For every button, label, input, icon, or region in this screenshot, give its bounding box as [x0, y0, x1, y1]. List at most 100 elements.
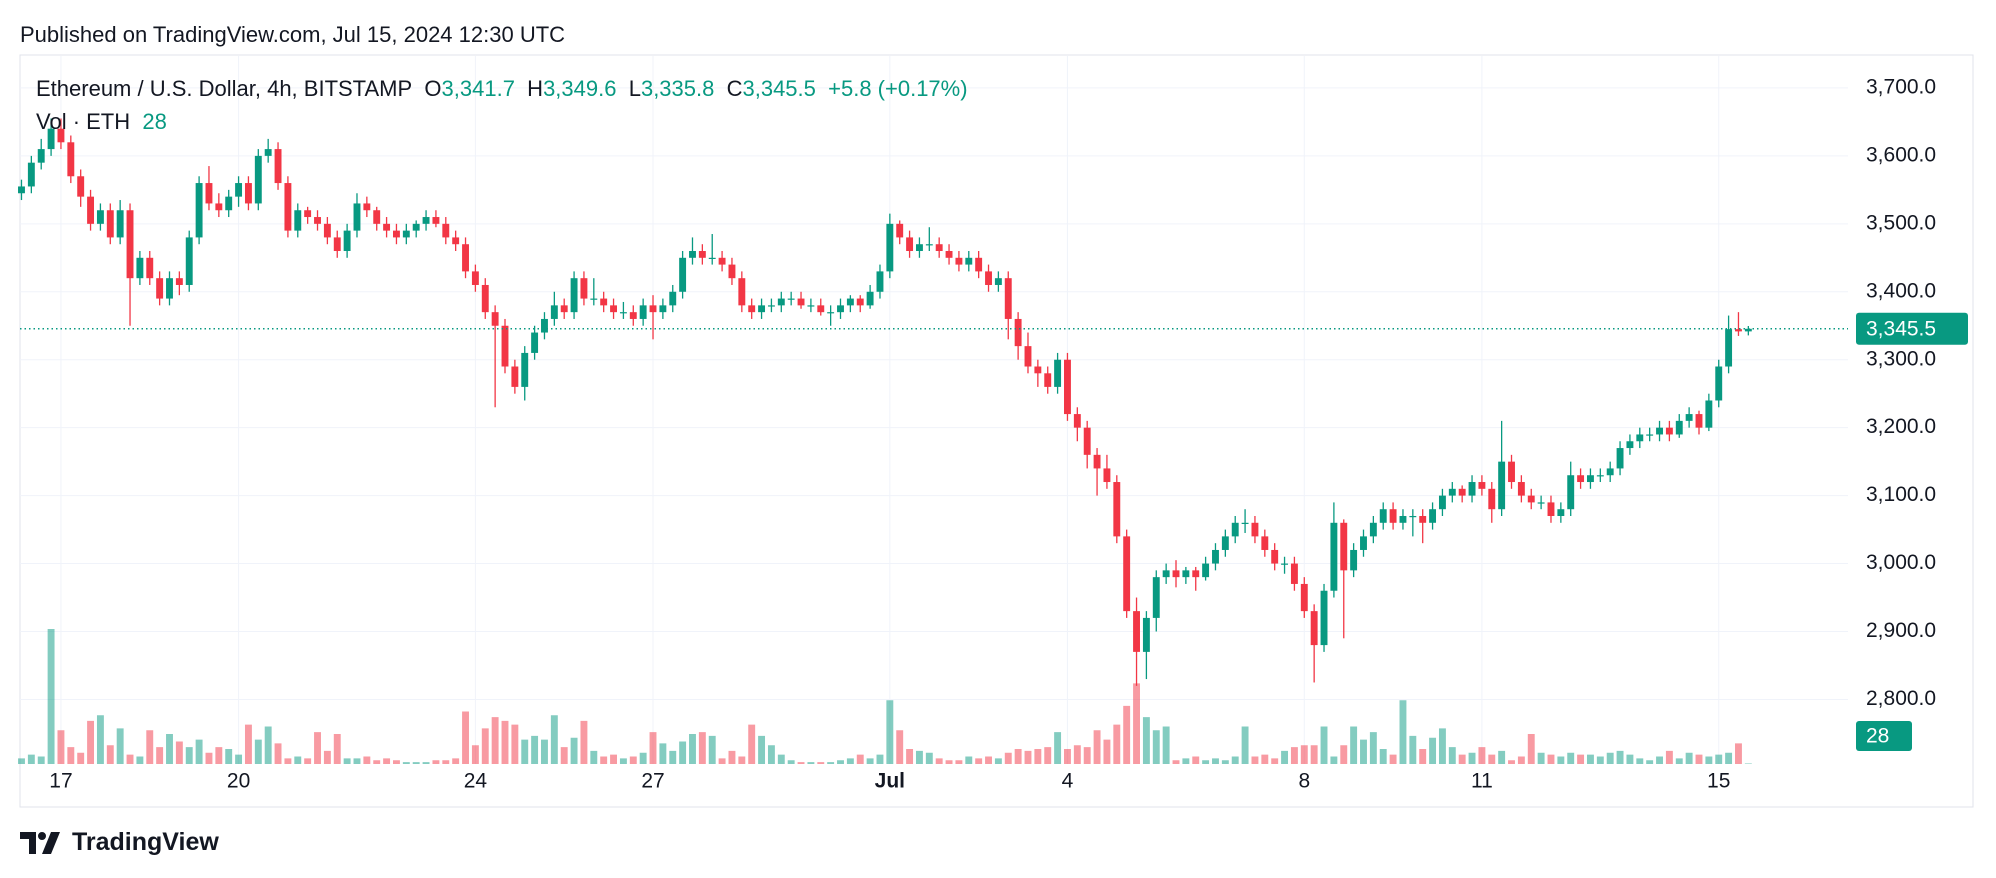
volume-bar — [521, 739, 529, 764]
candle-body — [797, 298, 805, 306]
candle-body — [777, 298, 785, 306]
candle-body — [442, 223, 450, 238]
candle-body — [669, 291, 677, 306]
candle-body — [1646, 434, 1654, 436]
y-tick-label: 2,900.0 — [1866, 619, 1936, 642]
volume-bar — [708, 735, 716, 764]
volume-bar — [244, 724, 252, 764]
candle-body — [580, 278, 588, 299]
volume-bar — [1715, 754, 1723, 764]
candle-body — [1133, 611, 1140, 652]
volume-bar — [1103, 739, 1111, 764]
candle-body — [935, 244, 943, 252]
candle-body — [1725, 329, 1733, 367]
volume-bar — [619, 758, 627, 764]
x-tick-label: Jul — [875, 770, 905, 793]
y-tick-label: 3,600.0 — [1866, 143, 1936, 166]
candle-body — [481, 284, 489, 313]
volume-bar — [1744, 763, 1752, 764]
volume-bar — [1438, 728, 1446, 764]
volume-bar — [1044, 747, 1052, 764]
candle-body — [1261, 536, 1269, 550]
x-tick-label: 11 — [1471, 770, 1493, 793]
candle-body — [1744, 328, 1752, 332]
candle-body — [511, 366, 519, 387]
volume-bar — [1024, 750, 1032, 764]
volume-bar — [284, 758, 292, 764]
legend-key: H — [527, 76, 544, 101]
candle-body — [1340, 522, 1348, 571]
candle-body — [748, 305, 756, 313]
volume-bar — [649, 732, 657, 764]
volume-bar — [856, 754, 864, 764]
candle-body — [837, 305, 844, 313]
candle-body — [1192, 570, 1200, 578]
volume-bar — [1468, 752, 1476, 764]
volume-bar — [994, 758, 1002, 764]
candle-body — [37, 149, 45, 163]
brand-logo[interactable]: TradingView — [20, 828, 219, 857]
candle-body — [698, 251, 706, 258]
candle-body — [876, 271, 884, 292]
volume-bar — [1123, 705, 1131, 764]
volume-bar — [758, 735, 766, 764]
candle-body — [185, 237, 193, 285]
candle-body — [1320, 590, 1328, 646]
candle-body — [649, 305, 657, 313]
volume-bar — [1567, 752, 1575, 764]
volume-bar — [333, 734, 341, 764]
volume-bar — [254, 739, 262, 764]
candle-body — [708, 257, 716, 260]
candle-body — [1202, 563, 1210, 578]
volume-bar — [106, 745, 114, 764]
last-volume-box — [1856, 721, 1912, 751]
volume-bar — [274, 743, 282, 764]
candle-body — [1271, 549, 1279, 564]
volume-bar — [215, 747, 223, 764]
candle-body — [333, 237, 341, 252]
candle-body — [294, 210, 302, 231]
volume-bar — [314, 732, 321, 764]
volume-bar — [965, 756, 973, 764]
candle-body — [925, 244, 933, 246]
candle-body — [1547, 502, 1555, 516]
chart-frame — [19, 54, 1974, 808]
volume-bar — [1488, 754, 1496, 764]
candle-body — [215, 203, 223, 211]
candle-body — [1517, 482, 1525, 496]
volume-bar — [1656, 756, 1663, 764]
y-tick-label: 3,300.0 — [1866, 347, 1936, 370]
candle-body — [531, 332, 539, 353]
candle-body — [619, 312, 627, 314]
volume-bar — [1636, 758, 1644, 764]
candle-body — [1103, 468, 1111, 483]
candle-body — [1123, 536, 1131, 612]
candle-body — [1399, 515, 1407, 523]
candle-body — [1606, 468, 1614, 476]
y-tick-label: 2,800.0 — [1866, 687, 1936, 710]
volume-bar — [481, 728, 489, 764]
candle-body — [244, 183, 252, 204]
published-note: Published on TradingView.com, Jul 15, 20… — [20, 22, 566, 47]
volume-bar — [1508, 760, 1515, 764]
candle-body — [1034, 366, 1042, 374]
volume-bar — [146, 730, 154, 764]
x-tick-label: 8 — [1298, 770, 1310, 793]
candle-body — [1251, 522, 1259, 537]
legend-value: 3,341.7 — [441, 76, 515, 101]
volume-bar — [827, 762, 835, 764]
candle-body — [639, 305, 647, 319]
y-tick-label: 3,100.0 — [1866, 483, 1936, 506]
volume-bar — [570, 737, 578, 764]
volume-bar — [866, 758, 874, 764]
candle-body — [827, 312, 835, 314]
volume-bar — [1596, 756, 1604, 764]
volume-bar — [1310, 745, 1318, 764]
volume-bar — [1281, 750, 1289, 764]
volume-bar — [1379, 749, 1387, 764]
volume-bar — [1685, 752, 1693, 764]
x-tick-label: 15 — [1707, 770, 1730, 793]
volume-bar — [846, 758, 854, 764]
